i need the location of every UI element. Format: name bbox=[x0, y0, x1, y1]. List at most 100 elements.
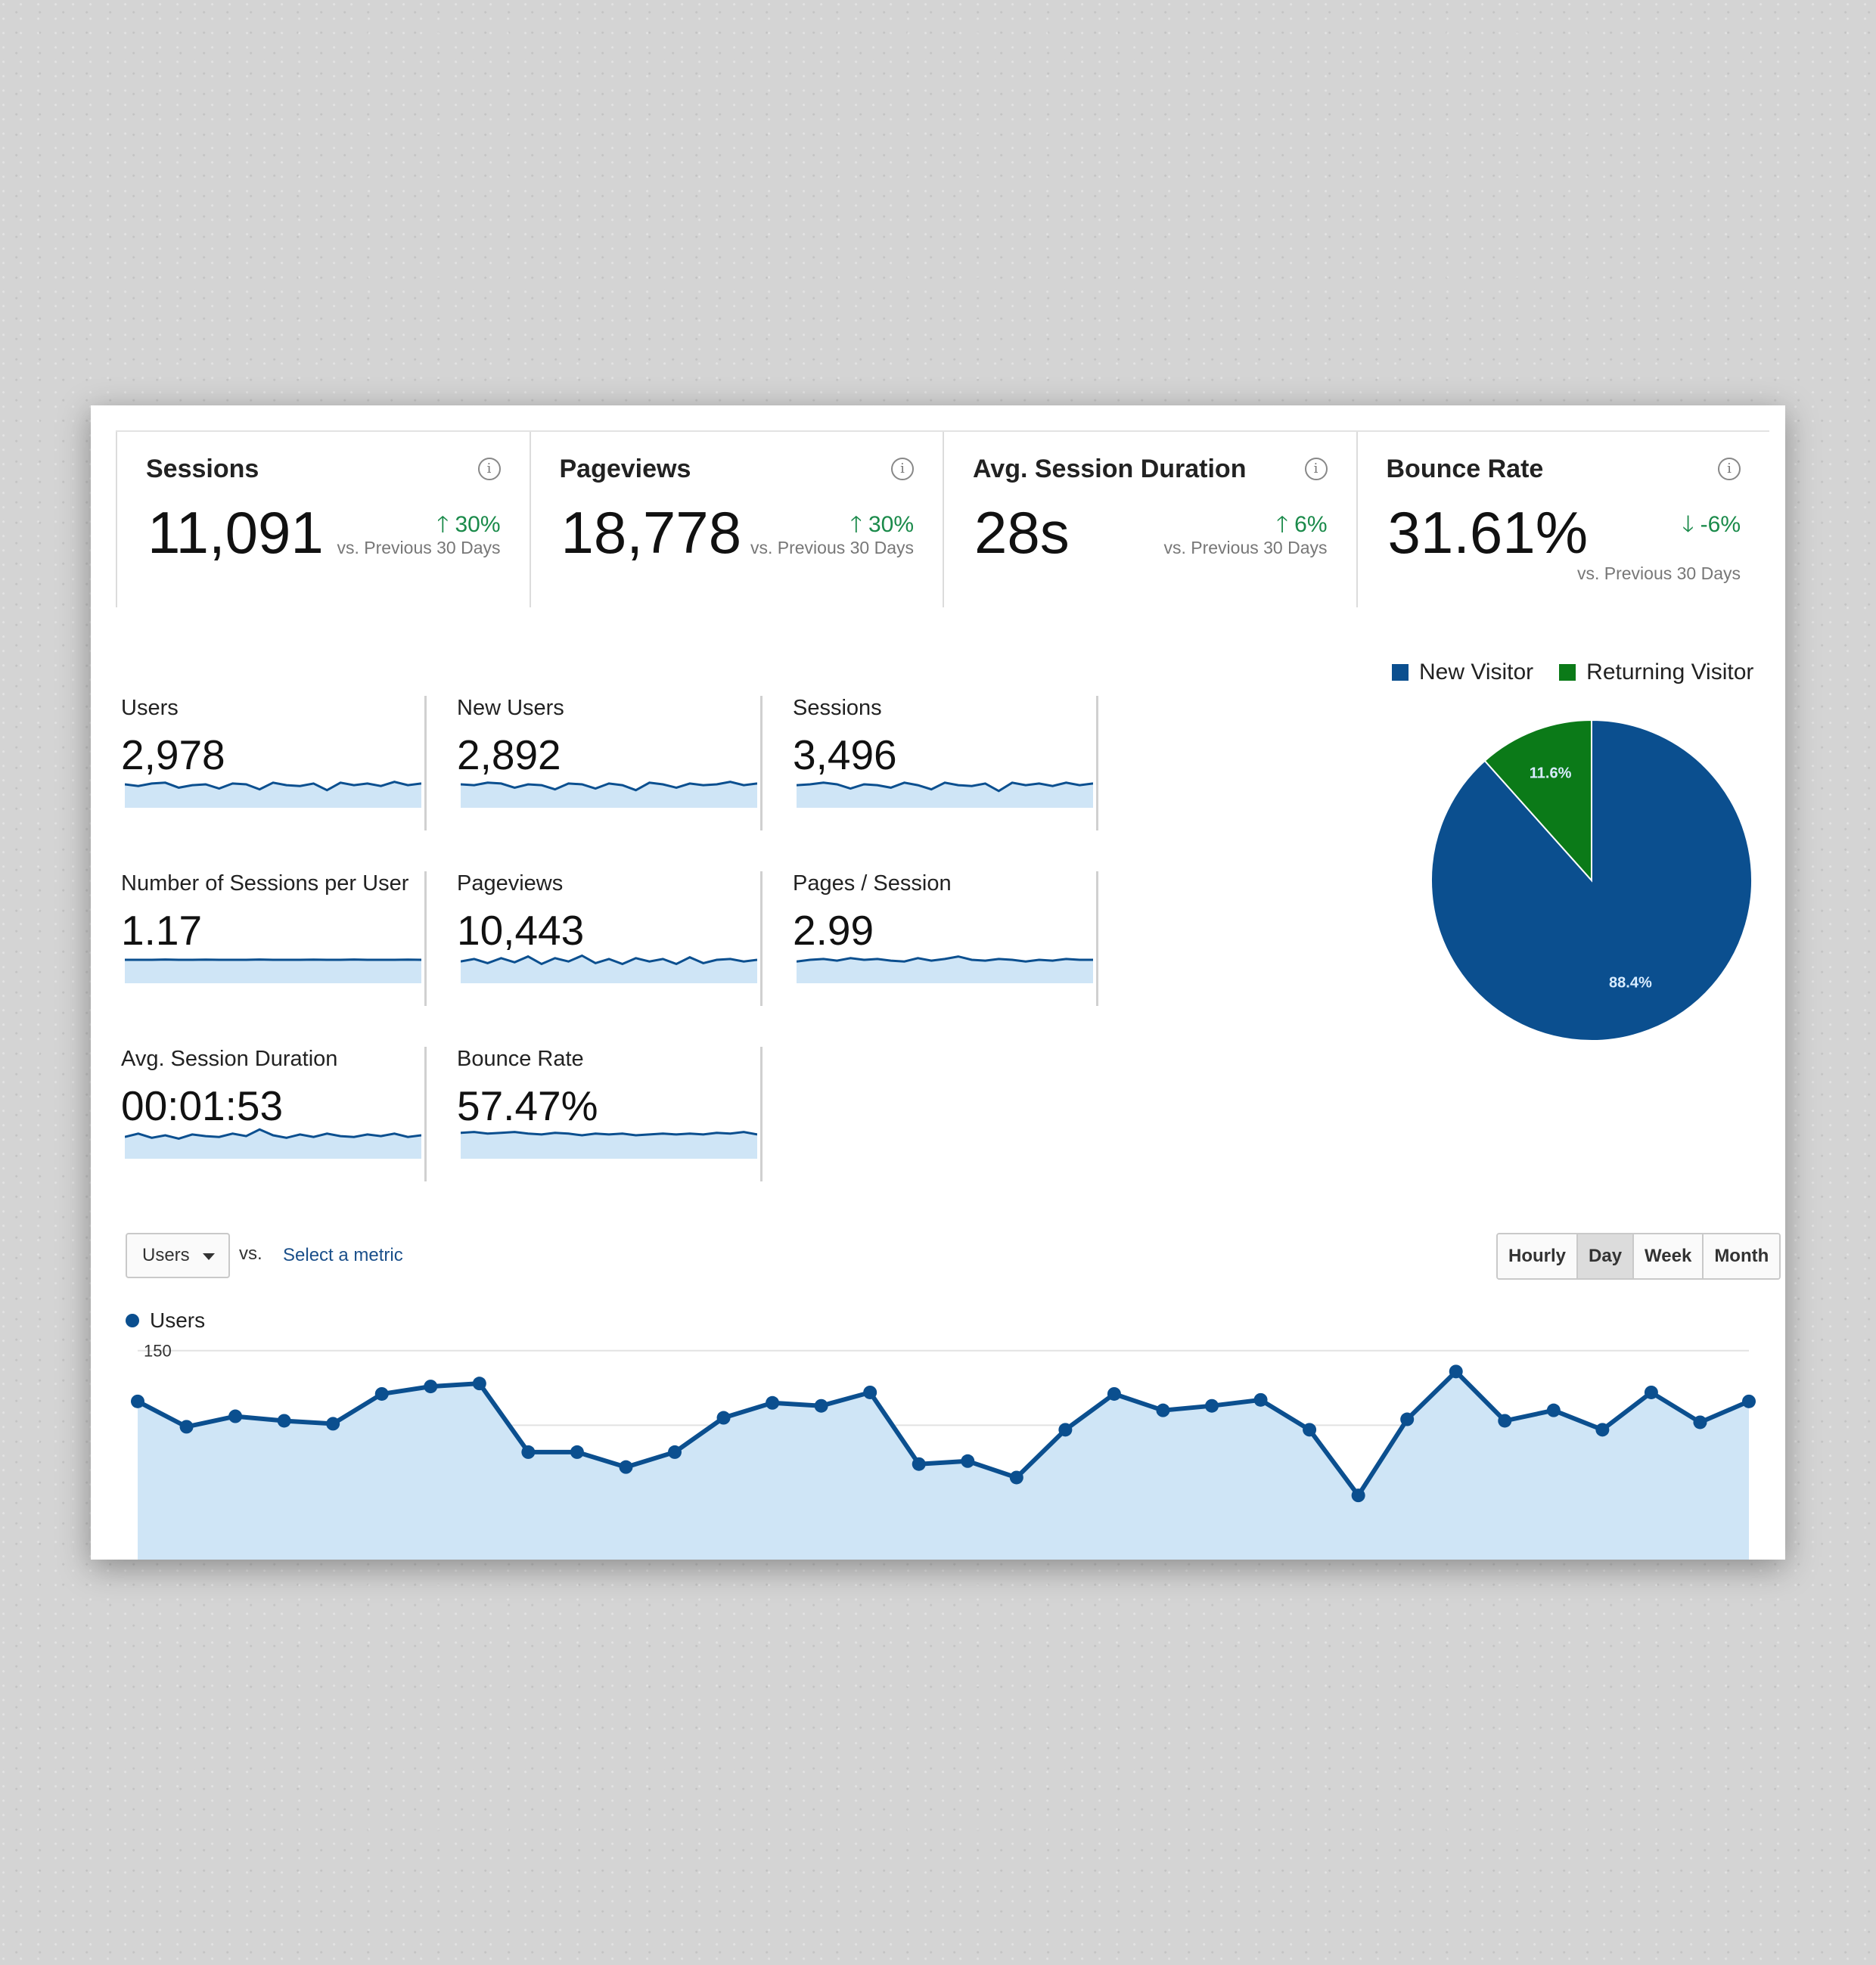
data-point[interactable] bbox=[1644, 1385, 1658, 1399]
data-point[interactable] bbox=[1742, 1394, 1756, 1408]
metric-label: Users bbox=[121, 696, 179, 720]
data-point[interactable] bbox=[716, 1411, 731, 1425]
data-point[interactable] bbox=[424, 1380, 438, 1394]
metric-label: Number of Sessions per User bbox=[121, 871, 409, 896]
sparkline bbox=[461, 954, 757, 983]
metric-value: 2,978 bbox=[121, 731, 225, 778]
metric-pages-per-session[interactable]: Pages / Session 2.99 bbox=[763, 871, 1098, 1006]
sparkline bbox=[461, 1131, 757, 1159]
data-point[interactable] bbox=[228, 1409, 243, 1423]
metric-dropdown[interactable]: Users bbox=[126, 1233, 230, 1278]
data-point[interactable] bbox=[1595, 1423, 1610, 1437]
y-tick-label: 150 bbox=[144, 1342, 172, 1361]
metric-value: 3,496 bbox=[793, 731, 897, 778]
area-fill bbox=[138, 1371, 1749, 1560]
metric-bounce-rate[interactable]: Bounce Rate 57.47% bbox=[427, 1047, 763, 1181]
kpi-value: 18,778 bbox=[561, 499, 742, 566]
range-day-button[interactable]: Day bbox=[1578, 1234, 1635, 1278]
data-point[interactable] bbox=[570, 1445, 584, 1459]
data-point[interactable] bbox=[179, 1420, 194, 1434]
kpi-delta-value: -6% bbox=[1700, 512, 1741, 537]
data-point[interactable] bbox=[1058, 1423, 1073, 1437]
sparkline bbox=[461, 781, 757, 808]
data-point[interactable] bbox=[668, 1445, 682, 1459]
pie-slice-new-visitor[interactable] bbox=[1430, 719, 1753, 1041]
data-point[interactable] bbox=[1351, 1488, 1365, 1503]
data-point[interactable] bbox=[1546, 1403, 1561, 1417]
range-month-button[interactable]: Month bbox=[1704, 1234, 1780, 1278]
sparkline-area bbox=[125, 959, 421, 983]
kpi-card-bounce-rate[interactable]: Bounce Rate i 31.61% 🡓 -6% vs. Previous … bbox=[1356, 432, 1770, 607]
kpi-card-avg-session-duration[interactable]: Avg. Session Duration i 28s 🡑 6% vs. Pre… bbox=[943, 432, 1356, 607]
data-point[interactable] bbox=[1009, 1470, 1023, 1485]
vs-label: vs. bbox=[239, 1243, 262, 1264]
metric-pageviews[interactable]: Pageviews 10,443 bbox=[427, 871, 763, 1006]
pie-legend: New Visitor Returning Visitor bbox=[1392, 660, 1753, 685]
metric-avg-session-duration[interactable]: Avg. Session Duration 00:01:53 bbox=[91, 1047, 427, 1181]
metric-sessions[interactable]: Sessions 3,496 bbox=[763, 696, 1098, 830]
kpi-delta: 🡑 30% bbox=[850, 508, 914, 546]
kpi-delta-value: 30% bbox=[868, 512, 914, 537]
range-week-button[interactable]: Week bbox=[1634, 1234, 1704, 1278]
kpi-card-sessions[interactable]: Sessions i 11,091 🡑 30% vs. Previous 30 … bbox=[116, 432, 530, 607]
data-point[interactable] bbox=[766, 1395, 780, 1410]
kpi-delta: 🡓 -6% bbox=[1682, 508, 1741, 546]
data-point[interactable] bbox=[863, 1385, 877, 1399]
metric-label: Pages / Session bbox=[793, 871, 952, 896]
data-point[interactable] bbox=[521, 1445, 536, 1459]
metric-value: 1.17 bbox=[121, 907, 203, 954]
metric-label: Pageviews bbox=[457, 871, 564, 896]
legend-item-new-visitor[interactable]: New Visitor bbox=[1392, 660, 1533, 685]
sparkline bbox=[125, 781, 421, 808]
caret-down-icon bbox=[203, 1253, 215, 1260]
data-point[interactable] bbox=[619, 1460, 633, 1474]
metric-value: 2,892 bbox=[457, 731, 561, 778]
kpi-compare: vs. Previous 30 Days bbox=[750, 538, 914, 557]
series-marker bbox=[126, 1314, 139, 1327]
series-legend[interactable]: Users bbox=[126, 1308, 205, 1333]
metric-new-users[interactable]: New Users 2,892 bbox=[427, 696, 763, 830]
kpi-compare: vs. Previous 30 Days bbox=[1576, 563, 1741, 583]
data-point[interactable] bbox=[1303, 1423, 1317, 1437]
data-point[interactable] bbox=[912, 1457, 926, 1471]
select-metric-link[interactable]: Select a metric bbox=[283, 1245, 403, 1265]
data-point[interactable] bbox=[131, 1394, 144, 1408]
kpi-delta-value: 30% bbox=[455, 512, 501, 537]
kpi-delta: 🡑 6% bbox=[1276, 508, 1327, 546]
data-point[interactable] bbox=[277, 1414, 291, 1428]
pie-slice-label: 88.4% bbox=[1609, 975, 1652, 992]
sparkline bbox=[797, 955, 1093, 983]
sparkline-area bbox=[797, 782, 1093, 808]
data-point[interactable] bbox=[1205, 1398, 1219, 1413]
sparkline-area bbox=[125, 1129, 421, 1159]
data-point[interactable] bbox=[1693, 1415, 1707, 1430]
visitor-pie-chart: 88.4% 11.6% bbox=[1430, 719, 1753, 1041]
pie-slice-returning-visitor[interactable] bbox=[1483, 719, 1592, 883]
metric-label: Bounce Rate bbox=[457, 1047, 584, 1071]
data-point[interactable] bbox=[814, 1398, 828, 1413]
info-icon[interactable]: i bbox=[891, 458, 914, 480]
data-point[interactable] bbox=[1253, 1392, 1268, 1407]
data-point[interactable] bbox=[374, 1386, 389, 1401]
legend-item-returning-visitor[interactable]: Returning Visitor bbox=[1559, 660, 1753, 685]
kpi-card-pageviews[interactable]: Pageviews i 18,778 🡑 30% vs. Previous 30… bbox=[529, 432, 943, 607]
data-point[interactable] bbox=[1400, 1412, 1415, 1426]
data-point[interactable] bbox=[1156, 1403, 1170, 1417]
metric-users[interactable]: Users 2,978 bbox=[91, 696, 427, 830]
metric-label: Avg. Session Duration bbox=[121, 1047, 338, 1071]
kpi-value: 11,091 bbox=[148, 499, 324, 566]
info-icon[interactable]: i bbox=[477, 458, 501, 480]
data-point[interactable] bbox=[1498, 1414, 1512, 1428]
sparkline-line bbox=[461, 1131, 757, 1137]
kpi-value: 31.61% bbox=[1387, 499, 1589, 566]
range-hourly-button[interactable]: Hourly bbox=[1498, 1234, 1579, 1278]
info-icon[interactable]: i bbox=[1718, 458, 1741, 480]
info-icon[interactable]: i bbox=[1304, 458, 1328, 480]
metric-sessions-per-user[interactable]: Number of Sessions per User 1.17 bbox=[91, 871, 427, 1006]
sparkline-line bbox=[125, 781, 421, 792]
data-point[interactable] bbox=[472, 1377, 486, 1391]
data-point[interactable] bbox=[1449, 1364, 1463, 1379]
data-point[interactable] bbox=[326, 1417, 340, 1431]
data-point[interactable] bbox=[961, 1454, 975, 1468]
data-point[interactable] bbox=[1107, 1386, 1121, 1401]
